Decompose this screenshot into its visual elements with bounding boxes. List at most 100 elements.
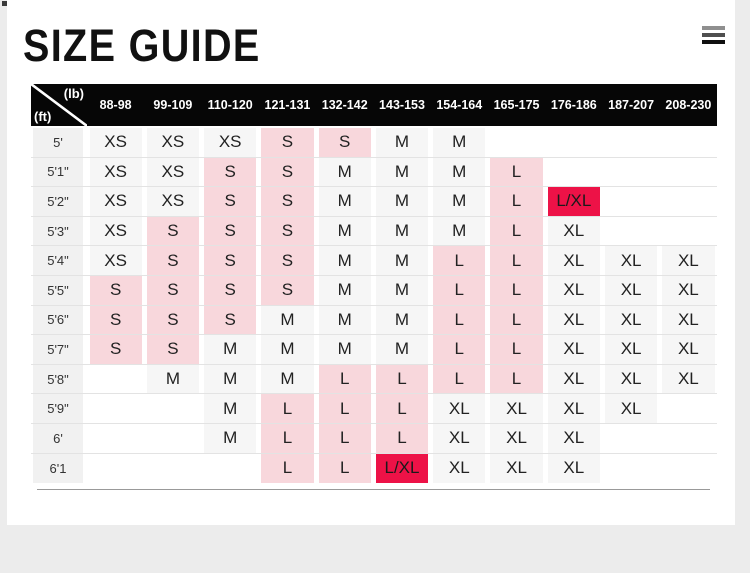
size-cell: S (89, 335, 142, 364)
size-cell (662, 158, 714, 187)
weight-column-header: 143-153 (379, 98, 425, 112)
size-cell: M (204, 335, 257, 364)
size-cell (605, 128, 657, 157)
size-cell (490, 128, 542, 157)
table-row: 5'3" XS S S S M M M L XL (31, 216, 717, 247)
size-cell: M (204, 364, 257, 394)
height-row-label: 6'1 (33, 453, 83, 484)
size-cell: M (318, 335, 371, 364)
size-cell: XL (604, 394, 658, 423)
size-cell: XL (604, 305, 658, 335)
weight-column-header: 99-109 (153, 98, 193, 112)
table-row: 6' M L L L XL XL XL (31, 423, 717, 454)
size-cell: L (318, 423, 371, 453)
size-cell: S (261, 246, 314, 275)
height-row-label: 6' (33, 423, 83, 453)
size-cell (90, 365, 142, 394)
weight-column-header: 121-131 (264, 98, 311, 112)
size-cell: M (375, 246, 429, 275)
size-cell: M (375, 216, 429, 246)
size-guide-table: (lb) (ft) 88-98 99-109 110-120 121-131 132-1… (31, 84, 717, 491)
size-cell: M (433, 128, 486, 157)
size-cell: XS (146, 157, 200, 187)
size-cell: L/XL (547, 187, 600, 216)
size-cell: S (204, 157, 257, 187)
size-cell: L (375, 423, 429, 453)
size-table-body: 5' XS XS XS S S M M 5'1" XS XS S S M M M L 5'2" XS XS S S M M M L… (31, 128, 717, 484)
size-cell: L (261, 394, 314, 423)
size-cell: XL (604, 246, 658, 275)
table-row: 5'8" M M M L L L L XL XL XL (31, 364, 717, 395)
size-cell: M (318, 216, 371, 246)
page-title: SIZE GUIDE (23, 20, 261, 71)
corner-lb-label: (lb) (63, 86, 84, 101)
size-cell: L (490, 335, 543, 364)
size-cell: XL (433, 423, 486, 453)
size-cell: M (375, 128, 429, 157)
size-cell: XL (433, 394, 486, 423)
table-row: 5'4" XS S S S M M L L XL XL XL (31, 246, 717, 276)
size-cell: M (375, 187, 429, 216)
size-cell: L (433, 364, 486, 394)
height-row-label: 5'3" (33, 216, 83, 246)
size-cell (548, 158, 600, 187)
weight-column-header: 176-186 (550, 98, 597, 112)
size-cell: S (146, 305, 200, 335)
size-cell: M (261, 335, 314, 364)
size-cell (605, 158, 657, 187)
corner-ft-label: (ft) (34, 109, 52, 124)
height-row-label: 5'7" (33, 335, 83, 364)
size-cell: XL (547, 364, 600, 394)
size-cell: L (490, 275, 543, 305)
size-cell: L (433, 246, 486, 275)
size-cell: XL (547, 453, 600, 484)
size-cell (605, 454, 657, 484)
size-cell: XL (547, 423, 600, 453)
weight-header-row: (lb) (ft) 88-98 99-109 110-120 121-131 132-1… (31, 84, 717, 126)
size-cell: S (261, 187, 314, 216)
weight-column-header: 187-207 (608, 98, 655, 112)
size-cell: L (490, 157, 543, 187)
size-cell (204, 454, 256, 484)
size-cell: L (490, 187, 543, 216)
size-cell: S (204, 246, 257, 275)
size-cell: M (146, 364, 200, 394)
table-row: 5'9" M L L L XL XL XL XL (31, 394, 717, 424)
size-cell: XL (547, 394, 600, 423)
size-cell: XS (204, 128, 257, 157)
size-cell: XL (547, 275, 600, 305)
hamburger-menu-icon[interactable] (702, 26, 725, 44)
weight-column-header: 154-164 (436, 98, 483, 112)
size-cell: XS (146, 128, 200, 157)
content-card: SIZE GUIDE (lb) (ft) 88-98 99-109 110-120 1… (7, 0, 735, 525)
height-row-label: 5'9" (33, 394, 83, 423)
size-cell: M (375, 335, 429, 364)
size-cell: M (261, 364, 314, 394)
size-cell: M (318, 187, 371, 216)
size-cell: M (261, 305, 314, 335)
size-cell: L (433, 275, 486, 305)
size-cell: M (375, 305, 429, 335)
corner-header-cell: (lb) (ft) (31, 84, 87, 126)
height-row-label: 5'1" (33, 157, 83, 187)
size-cell: L (318, 394, 371, 423)
height-row-label: 5'8" (33, 364, 83, 394)
size-cell: XS (89, 246, 142, 275)
size-cell: S (261, 216, 314, 246)
size-cell: M (433, 157, 486, 187)
table-row: 5'1" XS XS S S M M M L (31, 157, 717, 188)
size-cell: XS (89, 187, 142, 216)
size-cell: S (146, 275, 200, 305)
size-cell: XL (547, 305, 600, 335)
size-cell: XL (433, 453, 486, 484)
size-cell: S (261, 157, 314, 187)
size-cell: XL (604, 275, 658, 305)
size-cell: S (261, 275, 314, 305)
size-cell: M (318, 305, 371, 335)
size-cell: XL (490, 394, 543, 423)
size-cell (548, 128, 600, 157)
size-cell: XS (89, 157, 142, 187)
size-cell: L (318, 453, 371, 484)
size-cell: XL (662, 364, 715, 394)
size-cell: L (490, 216, 543, 246)
